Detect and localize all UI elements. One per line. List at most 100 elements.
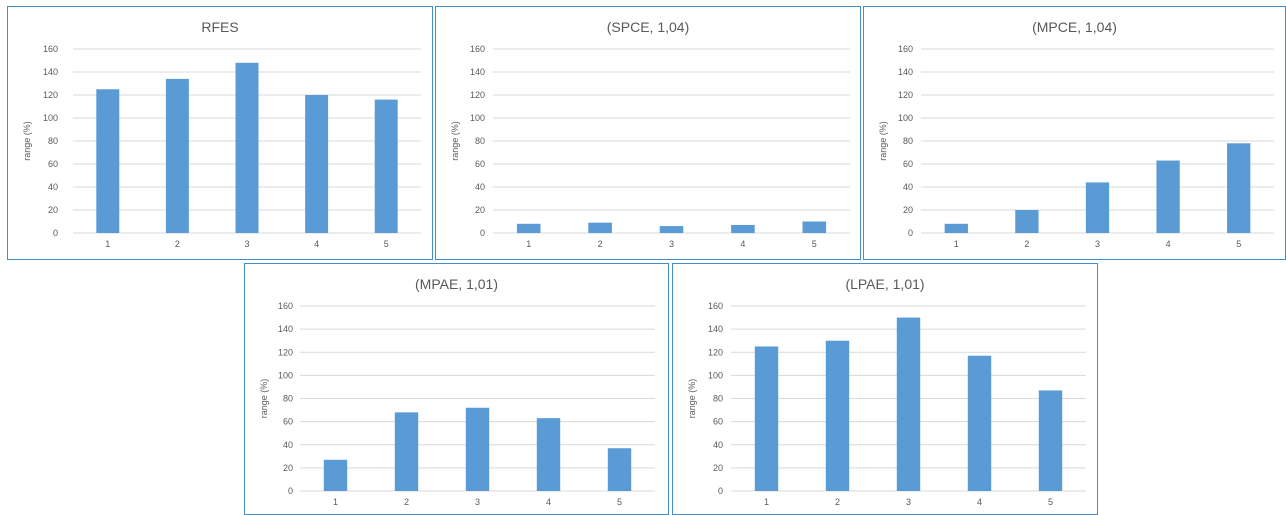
x-tick-label: 2	[1024, 239, 1029, 249]
y-tick-label: 40	[903, 182, 913, 192]
y-tick-label: 20	[713, 463, 723, 473]
chart-title: (LPAE, 1,01)	[845, 276, 924, 292]
bar	[754, 346, 779, 491]
x-tick-label: 1	[105, 239, 110, 249]
y-tick-label: 0	[480, 228, 485, 238]
y-tick-label: 140	[708, 324, 723, 334]
bar	[394, 412, 419, 491]
y-tick-label: 120	[708, 347, 723, 357]
x-tick-label: 5	[1236, 239, 1241, 249]
x-tick-label: 2	[835, 497, 840, 507]
y-tick-label: 20	[283, 463, 293, 473]
y-axis-label: range (%)	[259, 379, 269, 419]
y-tick-label: 120	[278, 347, 293, 357]
bar-chart: RFES range (%) 0 20 40 60 80 100 120 140 160 1 2 3 4 5	[22, 19, 421, 249]
bar	[1038, 390, 1063, 491]
bar	[607, 448, 632, 491]
y-tick-label: 80	[713, 394, 723, 404]
bar	[588, 222, 612, 233]
y-tick-label: 160	[278, 301, 293, 311]
y-tick-label: 60	[283, 417, 293, 427]
y-tick-label: 40	[48, 182, 58, 192]
y-tick-label: 160	[898, 44, 913, 54]
y-tick-label: 140	[43, 67, 58, 77]
x-tick-label: 2	[175, 239, 180, 249]
x-tick-label: 4	[546, 497, 551, 507]
y-tick-label: 100	[470, 113, 485, 123]
bar	[465, 407, 490, 491]
x-tick-label: 2	[404, 497, 409, 507]
bar	[516, 223, 541, 233]
bar	[1085, 182, 1110, 233]
y-tick-label: 120	[470, 90, 485, 100]
x-tick-label: 4	[314, 239, 319, 249]
y-tick-label: 20	[475, 205, 485, 215]
y-tick-label: 40	[713, 440, 723, 450]
x-tick-label: 1	[526, 239, 531, 249]
bar	[731, 224, 755, 233]
y-tick-label: 20	[48, 205, 58, 215]
x-tick-label: 5	[617, 497, 622, 507]
chart-title: RFES	[201, 19, 238, 35]
y-tick-label: 160	[708, 301, 723, 311]
x-tick-label: 1	[333, 497, 338, 507]
y-axis-label: range (%)	[450, 121, 460, 161]
y-tick-label: 60	[475, 159, 485, 169]
bar-chart: (MPCE, 1,04) range (%) 0 20 40 60 80 100 120 140 1…	[878, 19, 1274, 249]
y-tick-label: 160	[43, 44, 58, 54]
bar	[96, 89, 120, 233]
y-axis-label: range (%)	[22, 121, 32, 161]
bar	[305, 95, 329, 233]
x-tick-label: 3	[669, 239, 674, 249]
bar	[825, 340, 850, 491]
y-tick-label: 40	[283, 440, 293, 450]
y-tick-label: 160	[470, 44, 485, 54]
bar	[165, 78, 189, 234]
chart-title: (SPCE, 1,04)	[607, 19, 689, 35]
x-tick-label: 3	[244, 239, 249, 249]
bar	[802, 221, 827, 233]
bar	[659, 226, 684, 233]
y-tick-label: 80	[283, 394, 293, 404]
y-tick-label: 60	[48, 159, 58, 169]
chart-panel-spce: (SPCE, 1,04) range (%) 0 20 40 60 80 100 120 140 1…	[435, 6, 861, 260]
x-tick-label: 1	[764, 497, 769, 507]
bar	[1015, 210, 1039, 233]
y-tick-label: 140	[278, 324, 293, 334]
y-tick-label: 120	[43, 90, 58, 100]
x-tick-label: 5	[1048, 497, 1053, 507]
y-tick-label: 140	[898, 67, 913, 77]
y-tick-label: 100	[898, 113, 913, 123]
y-axis-label: range (%)	[878, 121, 888, 161]
y-tick-label: 100	[708, 370, 723, 380]
x-tick-label: 5	[384, 239, 389, 249]
x-tick-label: 3	[475, 497, 480, 507]
chart-panel-mpae: (MPAE, 1,01) range (%) 0 20 40 60 80 100 120 140 1…	[244, 263, 669, 515]
y-tick-label: 80	[903, 136, 913, 146]
y-tick-label: 20	[903, 205, 913, 215]
x-tick-label: 3	[906, 497, 911, 507]
chart-title: (MPCE, 1,04)	[1032, 19, 1117, 35]
y-tick-label: 140	[470, 67, 485, 77]
y-tick-label: 120	[898, 90, 913, 100]
y-tick-label: 80	[48, 136, 58, 146]
bar-chart: (LPAE, 1,01) range (%) 0 20 40 60 80 100 120 140 1…	[687, 276, 1086, 507]
bar	[896, 317, 921, 491]
x-tick-label: 2	[598, 239, 603, 249]
bar-chart: (SPCE, 1,04) range (%) 0 20 40 60 80 100 120 140 1…	[450, 19, 850, 249]
y-tick-label: 100	[278, 370, 293, 380]
y-tick-label: 60	[713, 417, 723, 427]
bar	[1156, 160, 1180, 233]
y-tick-label: 0	[53, 228, 58, 238]
y-tick-label: 80	[475, 136, 485, 146]
x-tick-label: 4	[1166, 239, 1171, 249]
bar	[944, 223, 968, 233]
x-tick-label: 5	[812, 239, 817, 249]
bar-chart: (MPAE, 1,01) range (%) 0 20 40 60 80 100 120 140 1…	[259, 276, 655, 507]
chart-panel-rfes: RFES range (%) 0 20 40 60 80 100 120 140 160 1 2 3 4 5	[7, 6, 433, 260]
chart-panel-mpce: (MPCE, 1,04) range (%) 0 20 40 60 80 100 120 140 1…	[863, 6, 1286, 260]
bar	[967, 355, 992, 491]
bar	[374, 99, 398, 233]
y-axis-label: range (%)	[687, 379, 697, 419]
x-tick-label: 3	[1095, 239, 1100, 249]
